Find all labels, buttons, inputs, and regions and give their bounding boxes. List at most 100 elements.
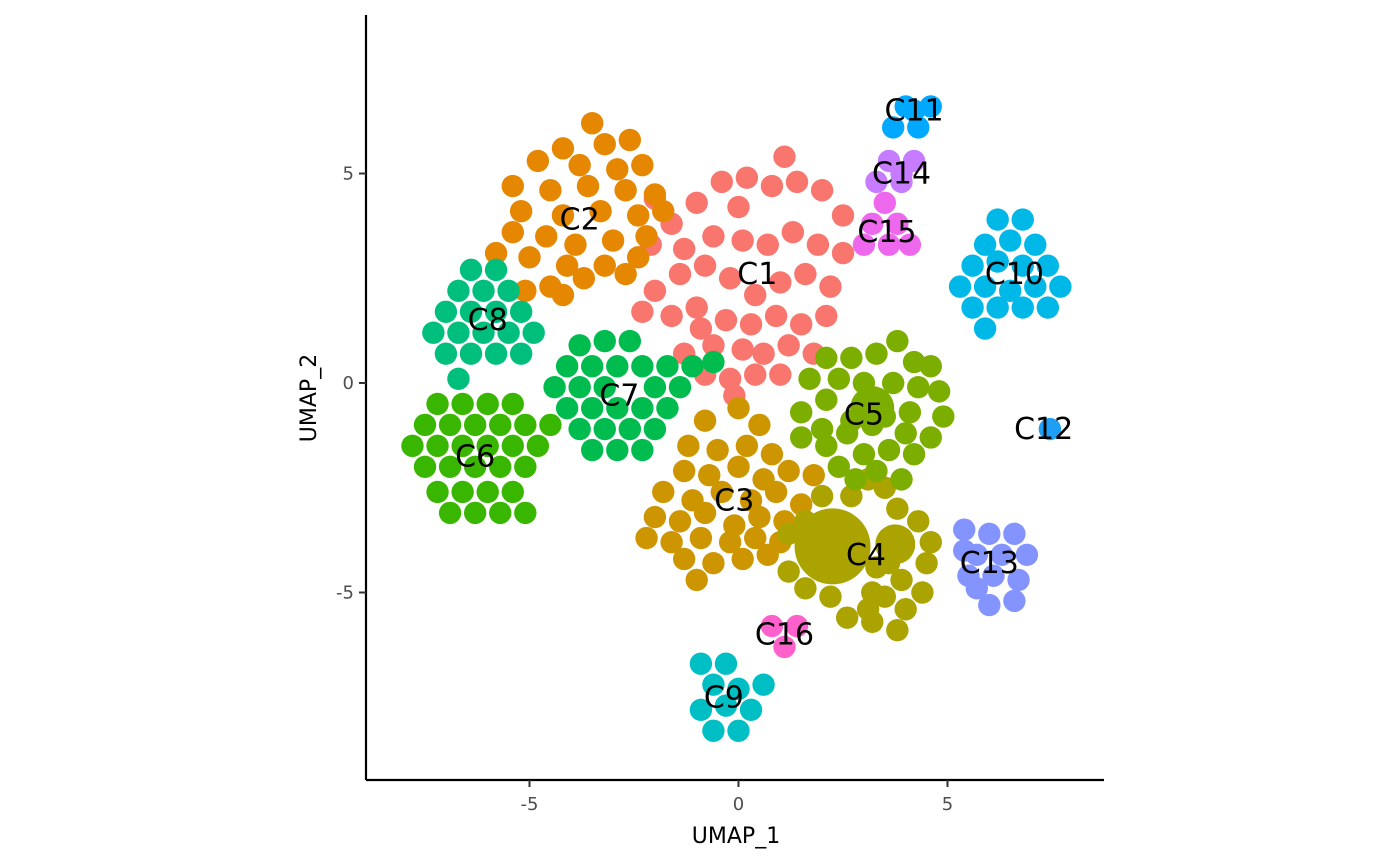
data-point	[735, 434, 759, 458]
data-point	[631, 355, 654, 378]
data-point	[739, 698, 763, 722]
data-point	[526, 434, 550, 458]
data-point	[986, 250, 1009, 273]
data-point	[702, 334, 725, 357]
data-point	[1038, 417, 1062, 441]
data-point	[794, 577, 817, 600]
data-point	[702, 350, 725, 374]
data-point	[731, 338, 754, 361]
data-point	[744, 283, 767, 307]
data-point	[489, 501, 512, 525]
data-point	[764, 480, 788, 504]
data-point	[973, 233, 997, 256]
data-point	[606, 396, 629, 420]
data-point	[672, 237, 696, 261]
data-point	[815, 346, 838, 370]
data-point	[877, 438, 901, 462]
data-point	[852, 443, 876, 466]
y-axis-title: UMAP_2	[297, 354, 322, 442]
data-point	[835, 514, 859, 537]
data-point	[489, 455, 512, 478]
data-point	[802, 463, 825, 487]
y-tick-label: -5	[336, 583, 354, 604]
data-point	[727, 455, 750, 478]
x-tick-label: 5	[942, 794, 953, 815]
data-point	[643, 279, 667, 303]
data-point	[886, 619, 909, 642]
data-point	[898, 401, 922, 424]
data-point	[593, 132, 616, 156]
data-point	[681, 355, 704, 378]
data-point	[555, 355, 579, 378]
data-point	[890, 526, 913, 550]
cluster-c13-points	[953, 518, 1039, 617]
data-point	[618, 417, 642, 441]
data-point	[451, 434, 474, 458]
data-point	[668, 510, 692, 533]
data-point	[447, 321, 470, 344]
data-point	[835, 606, 859, 629]
data-point	[953, 518, 976, 541]
data-point	[835, 422, 859, 445]
data-point	[760, 174, 784, 198]
data-point	[698, 463, 721, 487]
data-point	[514, 413, 537, 437]
data-point	[735, 166, 759, 189]
data-point	[581, 396, 604, 420]
data-point	[501, 220, 524, 244]
data-point	[978, 593, 1001, 617]
data-point	[781, 220, 805, 244]
cluster-label-c4: C4	[846, 538, 886, 573]
cluster-c14-points	[865, 149, 926, 194]
data-point	[509, 300, 533, 323]
data-point	[514, 501, 537, 525]
data-point	[948, 275, 972, 298]
data-point	[668, 262, 692, 286]
points-layer	[401, 95, 1072, 742]
data-point	[769, 363, 792, 386]
data-point	[731, 229, 754, 252]
data-point	[727, 677, 750, 701]
cluster-label-c13: C13	[960, 546, 1019, 581]
data-point	[484, 342, 508, 365]
data-point	[426, 392, 449, 416]
data-point	[815, 388, 838, 411]
data-point	[501, 480, 524, 504]
data-point	[777, 459, 800, 483]
data-point	[568, 417, 591, 441]
data-point	[514, 279, 537, 303]
data-point	[568, 375, 591, 399]
cluster-label-c10: C10	[985, 257, 1044, 292]
data-point	[764, 304, 788, 328]
data-point	[635, 526, 658, 550]
cluster-c8-points	[422, 258, 545, 391]
data-point	[1003, 589, 1026, 613]
data-point	[635, 225, 658, 248]
data-point	[861, 413, 884, 437]
data-point	[543, 375, 566, 399]
data-point	[476, 480, 499, 504]
data-point	[861, 610, 884, 634]
data-point	[463, 455, 487, 478]
data-point	[927, 380, 951, 403]
data-point	[1011, 296, 1034, 319]
data-point	[831, 241, 855, 265]
data-point	[810, 484, 834, 508]
data-point	[526, 149, 550, 173]
cluster-label-c8: C8	[468, 303, 508, 338]
data-point	[890, 162, 913, 185]
data-point	[852, 233, 876, 256]
data-point	[568, 334, 591, 357]
data-point	[932, 405, 955, 428]
x-tick-label: -5	[521, 794, 539, 815]
data-point	[551, 283, 575, 307]
data-point	[894, 422, 917, 445]
data-point	[451, 480, 474, 504]
data-point	[438, 501, 462, 525]
data-point	[727, 719, 750, 742]
cluster-label-c6: C6	[455, 439, 495, 474]
cluster-label-c7: C7	[599, 379, 639, 414]
data-point	[718, 267, 742, 290]
cluster-c15-points	[852, 191, 922, 256]
data-point	[593, 254, 616, 277]
